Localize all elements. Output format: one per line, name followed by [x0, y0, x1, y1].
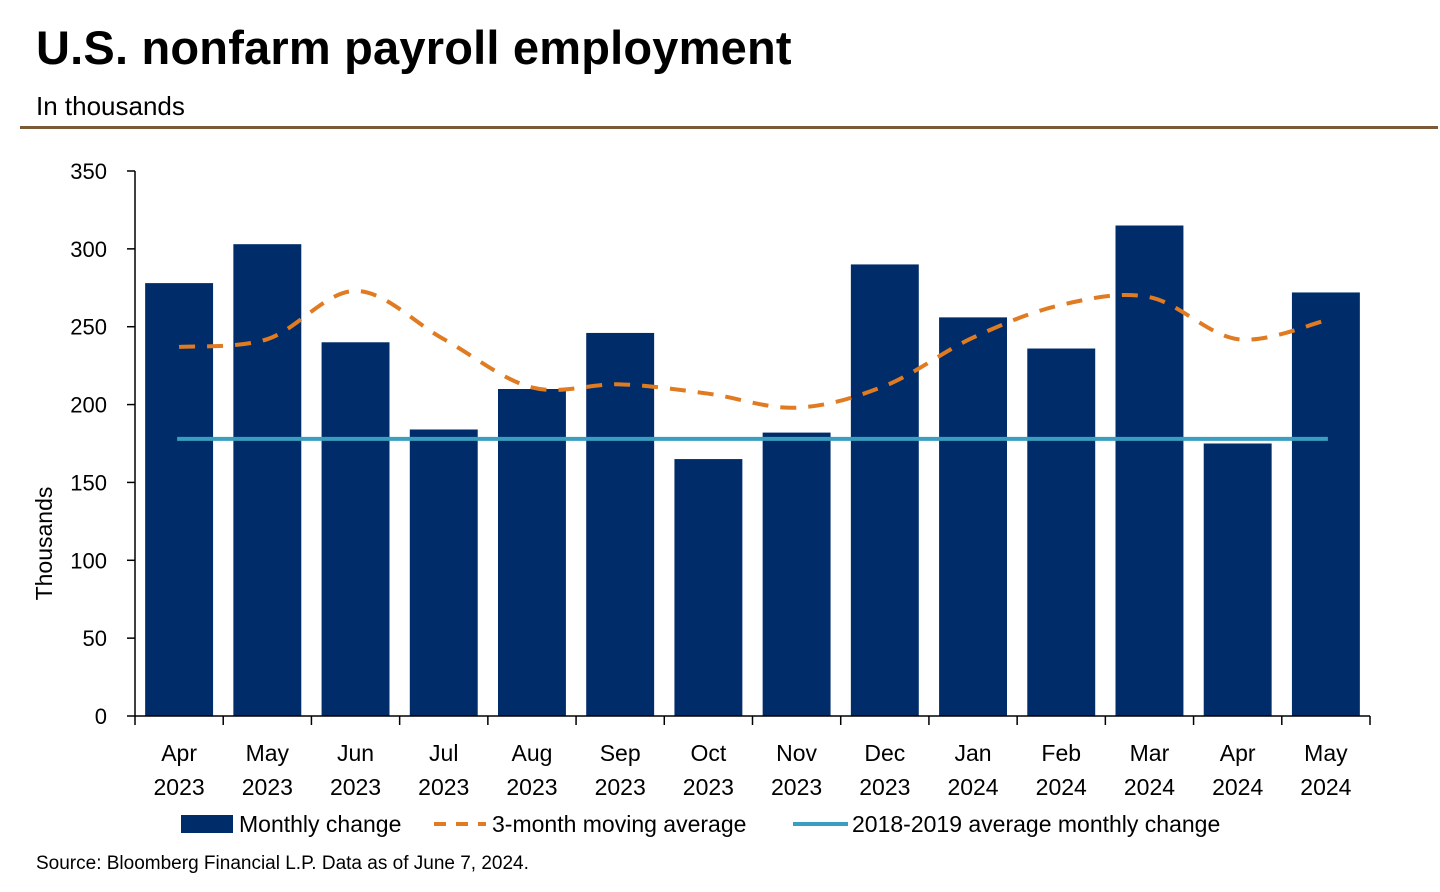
bar-monthly-change: [409, 429, 478, 716]
x-tick-label-year: 2023: [154, 774, 205, 800]
x-tick-label-month: Dec: [864, 740, 905, 766]
y-tick-label: 50: [83, 626, 107, 651]
x-tick-label-year: 2024: [1300, 774, 1351, 800]
chart-title: U.S. nonfarm payroll employment: [36, 21, 792, 74]
x-tick-label-year: 2023: [506, 774, 557, 800]
x-tick-label-month: Jun: [337, 740, 374, 766]
x-tick-label-month: Jul: [429, 740, 458, 766]
x-tick-label-month: Jan: [954, 740, 991, 766]
legend-swatch-monthly-change: [181, 815, 233, 833]
x-tick-label-year: 2023: [771, 774, 822, 800]
x-tick-label-year: 2024: [947, 774, 998, 800]
y-axis-label: Thousands: [31, 487, 57, 601]
source-note: Source: Bloomberg Financial L.P. Data as…: [36, 853, 529, 874]
bar-monthly-change: [586, 332, 655, 716]
x-tick-label-month: May: [1304, 740, 1348, 766]
bar-monthly-change: [233, 244, 302, 716]
y-tick-label: 200: [70, 393, 107, 418]
bar-monthly-change: [939, 317, 1007, 716]
x-tick-label-month: Sep: [600, 740, 641, 766]
bar-monthly-change: [1115, 225, 1184, 716]
x-tick-label-year: 2023: [418, 774, 469, 800]
x-tick-label-month: Oct: [691, 740, 727, 766]
bar-monthly-change: [145, 283, 214, 716]
y-tick-label: 0: [95, 704, 107, 729]
bar-monthly-change: [1027, 348, 1096, 716]
x-tick-label-year: 2024: [1124, 774, 1175, 800]
bar-monthly-change: [321, 342, 390, 716]
x-tick-label-year: 2023: [595, 774, 646, 800]
bar-monthly-change: [762, 432, 831, 716]
x-tick-label-month: Feb: [1041, 740, 1081, 766]
x-tick-label-month: Apr: [1220, 740, 1256, 766]
y-tick-label: 150: [70, 470, 107, 495]
bar-monthly-change: [674, 459, 743, 716]
x-tick-label-month: Nov: [776, 740, 817, 766]
legend-label-moving-average: 3-month moving average: [492, 811, 746, 837]
x-tick-label-year: 2024: [1212, 774, 1263, 800]
bar-monthly-change: [498, 389, 566, 716]
y-tick-label: 350: [70, 159, 107, 184]
chart-subtitle: In thousands: [36, 91, 185, 121]
bar-monthly-change: [1291, 292, 1360, 716]
x-tick-label-month: Aug: [511, 740, 552, 766]
y-tick-label: 300: [70, 237, 107, 262]
x-tick-label-year: 2023: [242, 774, 293, 800]
bar-monthly-change: [850, 264, 919, 716]
x-tick-label-year: 2024: [1036, 774, 1087, 800]
x-tick-label-month: May: [246, 740, 290, 766]
y-tick-label: 250: [70, 315, 107, 340]
line-3-month-moving-average: [178, 288, 1327, 410]
x-tick-label-month: Apr: [161, 740, 197, 766]
legend-label-monthly-change: Monthly change: [239, 811, 401, 837]
x-tick-label-year: 2023: [683, 774, 734, 800]
y-tick-label: 100: [70, 548, 107, 573]
legend-label-2018-2019-average: 2018-2019 average monthly change: [852, 811, 1220, 837]
x-tick-label-month: Mar: [1130, 740, 1170, 766]
legend: Monthly change 3-month moving average 2018…: [181, 811, 1220, 837]
x-tick-label-year: 2023: [330, 774, 381, 800]
x-tick-label-year: 2023: [859, 774, 910, 800]
bar-monthly-change: [1203, 443, 1272, 716]
title-divider: [20, 126, 1438, 129]
